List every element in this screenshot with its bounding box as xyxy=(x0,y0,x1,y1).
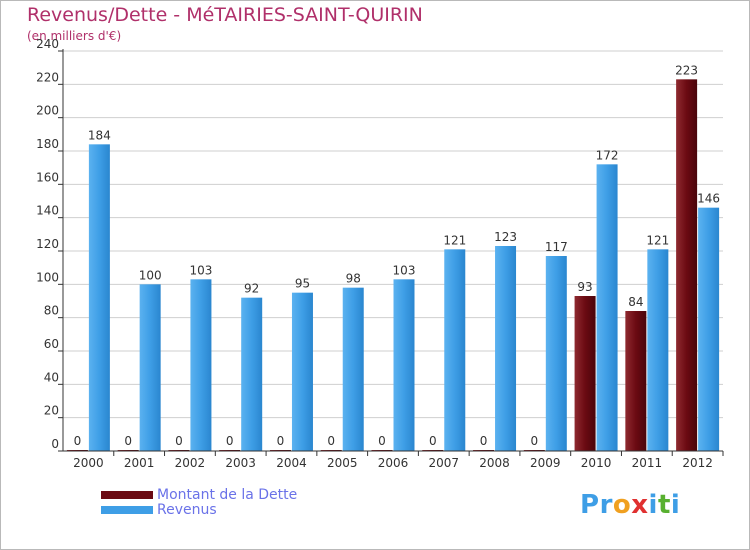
data-label-revenus: 146 xyxy=(697,192,720,206)
data-label-revenus: 95 xyxy=(295,277,310,291)
bar-revenus xyxy=(139,284,161,451)
y-tick-label: 220 xyxy=(36,70,59,84)
x-tick-label: 2004 xyxy=(276,456,307,470)
y-tick-label: 20 xyxy=(44,404,59,418)
data-label-dette: 0 xyxy=(378,434,386,448)
data-label-dette: 84 xyxy=(628,295,643,309)
bar-dette xyxy=(676,79,698,451)
data-label-dette: 0 xyxy=(226,434,234,448)
bar-revenus xyxy=(545,256,567,451)
y-tick-label: 180 xyxy=(36,137,59,151)
x-tick-label: 2000 xyxy=(73,456,104,470)
bar-revenus xyxy=(647,249,669,451)
data-label-revenus: 117 xyxy=(545,240,568,254)
y-tick-label: 200 xyxy=(36,104,59,118)
data-label-dette: 0 xyxy=(480,434,488,448)
data-label-revenus: 121 xyxy=(443,233,466,247)
data-label-revenus: 100 xyxy=(139,268,162,282)
y-tick-label: 160 xyxy=(36,170,59,184)
y-tick-label: 40 xyxy=(44,370,59,384)
data-label-revenus: 121 xyxy=(646,233,669,247)
legend-label-revenus: Revenus xyxy=(157,502,217,518)
data-label-revenus: 123 xyxy=(494,230,517,244)
data-label-revenus: 103 xyxy=(393,263,416,277)
legend-swatch-revenus xyxy=(101,506,153,514)
x-tick-label: 2007 xyxy=(428,456,459,470)
bar-revenus xyxy=(596,164,618,452)
x-tick-label: 2012 xyxy=(682,456,713,470)
legend-label-dette: Montant de la Dette xyxy=(157,487,298,503)
data-label-revenus: 103 xyxy=(189,263,212,277)
bar-revenus xyxy=(342,287,364,451)
data-label-dette: 0 xyxy=(277,434,285,448)
bar-revenus xyxy=(495,246,517,451)
data-label-dette: 223 xyxy=(675,63,698,77)
data-label-dette: 93 xyxy=(577,280,592,294)
data-label-dette: 0 xyxy=(530,434,538,448)
bar-revenus xyxy=(190,279,212,451)
x-tick-label: 2009 xyxy=(530,456,561,470)
bar-revenus xyxy=(88,144,110,452)
x-tick-label: 2008 xyxy=(479,456,510,470)
bar-revenus xyxy=(444,249,466,451)
bar-dette xyxy=(574,296,596,451)
legend-swatch-dette xyxy=(101,491,153,499)
x-tick-label: 2002 xyxy=(175,456,206,470)
logo-letter: P xyxy=(580,490,600,520)
data-label-revenus: 184 xyxy=(88,128,111,142)
x-tick-label: 2003 xyxy=(225,456,256,470)
y-tick-label: 240 xyxy=(36,37,59,51)
data-label-revenus: 92 xyxy=(244,282,259,296)
data-label-dette: 0 xyxy=(74,434,82,448)
bar-dette xyxy=(625,311,647,451)
logo-letter: i xyxy=(648,490,658,520)
bar-revenus xyxy=(393,279,415,451)
y-tick-label: 60 xyxy=(44,337,59,351)
proxiti-logo: Proxiti xyxy=(580,490,680,520)
bar-revenus xyxy=(291,292,313,451)
y-tick-label: 120 xyxy=(36,237,59,251)
bar-revenus xyxy=(698,207,720,451)
x-tick-label: 2006 xyxy=(378,456,409,470)
y-tick-label: 0 xyxy=(51,437,59,451)
y-tick-label: 100 xyxy=(36,270,59,284)
logo-letter: i xyxy=(670,490,681,520)
x-tick-label: 2005 xyxy=(327,456,358,470)
data-label-dette: 0 xyxy=(429,434,437,448)
data-label-dette: 0 xyxy=(327,434,335,448)
chart-title: Revenus/Dette - MéTAIRIES-SAINT-QUIRIN xyxy=(27,4,423,26)
x-tick-label: 2011 xyxy=(632,456,663,470)
data-label-revenus: 172 xyxy=(596,148,619,162)
logo-letter: o xyxy=(612,490,632,520)
data-label-dette: 0 xyxy=(124,434,132,448)
chart-subtitle: (en milliers d'€) xyxy=(27,29,122,43)
x-tick-label: 2010 xyxy=(581,456,612,470)
bar-revenus xyxy=(241,297,263,451)
y-tick-label: 80 xyxy=(44,304,59,318)
y-tick-label: 140 xyxy=(36,204,59,218)
data-label-revenus: 98 xyxy=(346,272,361,286)
x-tick-label: 2001 xyxy=(124,456,155,470)
data-label-dette: 0 xyxy=(175,434,183,448)
logo-letter: r xyxy=(599,490,613,520)
logo-letter: x xyxy=(631,490,649,520)
logo-letter: t xyxy=(657,490,671,520)
